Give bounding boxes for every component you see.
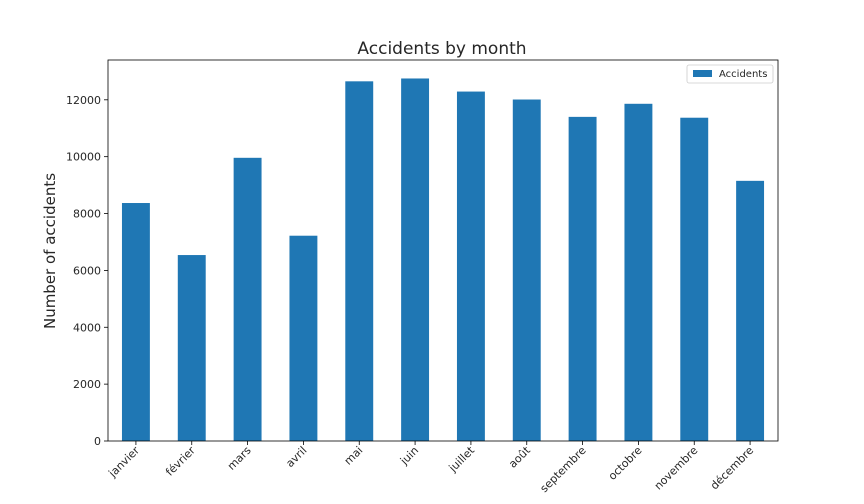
y-axis-label: Number of accidents [41, 173, 59, 329]
chart-title: Accidents by month [357, 39, 526, 59]
bar-janvier [121, 203, 150, 441]
bars-layer [121, 78, 765, 442]
y-axis: 0 2000 4000 6000 8000 10000 12000 [66, 94, 108, 448]
y-tick-label: 2000 [73, 378, 101, 391]
bar-décembre [736, 180, 765, 441]
y-tick-label: 6000 [73, 264, 101, 277]
legend-box [686, 64, 774, 84]
y-tick-label: 10000 [66, 151, 101, 164]
bar-mai [345, 81, 374, 441]
bar-octobre [624, 103, 653, 441]
bar-août [512, 99, 541, 442]
legend-swatch [693, 70, 712, 77]
y-tick-label: 12000 [66, 94, 101, 107]
legend: Accidents [686, 64, 774, 84]
y-tick-label: 8000 [73, 208, 101, 221]
legend-label: Accidents [719, 69, 767, 80]
bar-février [177, 255, 206, 441]
plot-frame [107, 59, 779, 442]
y-tick-label: 0 [94, 435, 101, 448]
y-tick-label: 4000 [73, 321, 101, 334]
bar-mars [233, 157, 262, 441]
bar-juin [401, 78, 430, 441]
bar-septembre [568, 116, 597, 442]
bar-juillet [456, 91, 485, 441]
bar-avril [289, 235, 318, 441]
bar-novembre [680, 117, 709, 441]
